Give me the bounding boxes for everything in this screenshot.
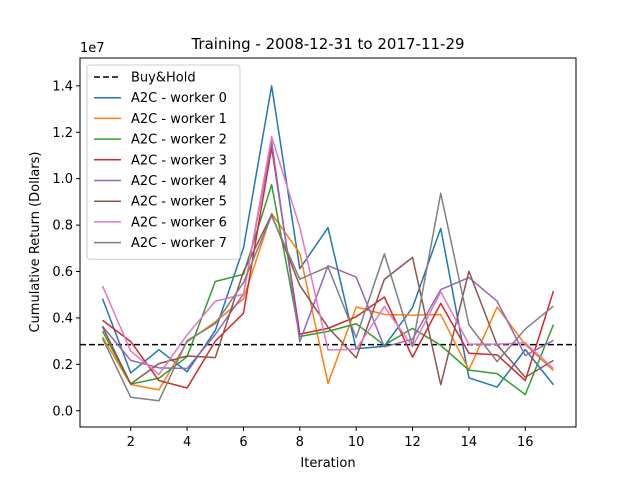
legend-frame — [86, 64, 241, 260]
x-tick-label: 12 — [404, 435, 421, 450]
legend-label-5: A2C - worker 4 — [131, 174, 227, 189]
x-axis: 2 4 6 8 10 12 14 16 — [127, 427, 534, 450]
legend-label-2: A2C - worker 1 — [131, 112, 227, 127]
legend-label-0: Buy&Hold — [131, 71, 196, 86]
legend-label-8: A2C - worker 7 — [131, 236, 227, 251]
y-tick-label: 1.4 — [52, 79, 73, 94]
x-tick-label: 8 — [296, 435, 304, 450]
legend-label-6: A2C - worker 5 — [131, 195, 227, 210]
x-tick-label: 16 — [517, 435, 534, 450]
y-tick-label: 0.0 — [52, 404, 73, 419]
y-tick-label: 0.8 — [52, 219, 73, 234]
y-tick-label: 0.6 — [52, 265, 73, 280]
series-line-2 — [101, 183, 555, 396]
y-tick-label: 0.4 — [52, 311, 73, 326]
series-line-4 — [101, 140, 554, 370]
series-line-5 — [101, 213, 554, 386]
chart-title: Training - 2008-12-31 to 2017-11-29 — [190, 35, 464, 53]
y-axis-label: Cumulative Return (Dollars) — [28, 151, 43, 332]
x-tick-label: 6 — [239, 435, 247, 450]
y-offset-label: 1e7 — [80, 41, 105, 56]
plot-area — [80, 85, 576, 402]
y-tick-label: 1.2 — [52, 126, 73, 141]
series-line-3 — [102, 146, 555, 389]
x-tick-label: 14 — [461, 435, 478, 450]
series-line-7 — [101, 192, 554, 402]
legend-label-4: A2C - worker 3 — [131, 153, 227, 168]
x-axis-label: Iteration — [300, 456, 355, 471]
legend-label-3: A2C - worker 2 — [131, 133, 227, 148]
plot-frame — [79, 57, 577, 428]
legend-label-7: A2C - worker 6 — [131, 215, 227, 230]
x-tick-label: 4 — [183, 435, 191, 450]
series-line-6 — [101, 135, 554, 376]
x-tick-label: 2 — [127, 435, 135, 450]
x-tick-label: 10 — [348, 435, 365, 450]
y-tick-label: 1.0 — [52, 172, 73, 187]
y-axis: 0.0 0.2 0.4 0.6 0.8 1.0 1.2 1.4 — [52, 79, 80, 419]
legend: Buy&Hold A2C - worker 0 A2C - worker 1 A2C … — [86, 64, 241, 260]
legend-label-1: A2C - worker 0 — [131, 91, 227, 106]
y-tick-label: 0.2 — [52, 358, 73, 373]
